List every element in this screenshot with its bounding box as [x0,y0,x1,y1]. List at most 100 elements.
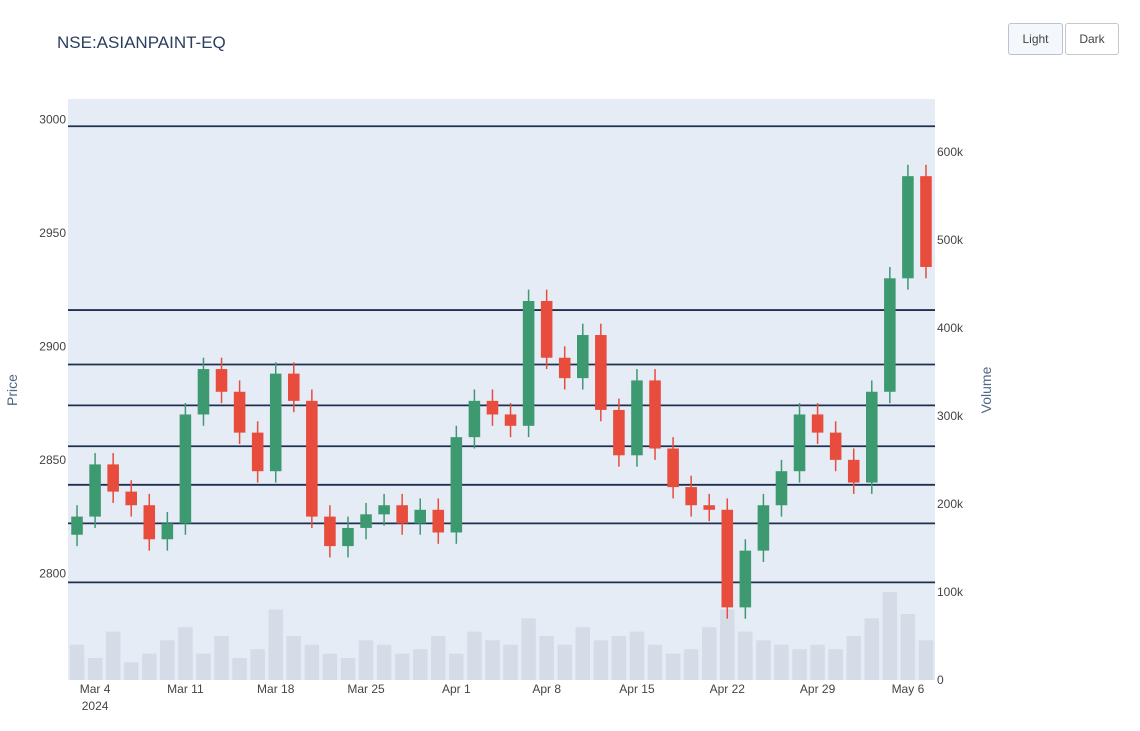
candle-body [269,373,282,472]
theme-toggle: Light Dark [1008,23,1119,55]
candle-body [595,335,607,410]
x-tick-label: Mar 4 [80,682,111,696]
candle-body [829,432,842,460]
volume-bar [142,653,157,680]
candle-body [793,414,806,472]
candle-body [884,278,896,392]
volume-bar [756,640,771,680]
candle-body [450,437,463,533]
candle-body [902,176,914,279]
chart-title: NSE:ASIANPAINT-EQ [57,33,226,52]
candle-body [360,514,372,528]
light-theme-button[interactable]: Light [1008,23,1063,55]
volume-bar [178,627,193,680]
volume-bar [449,653,464,680]
volume-bar [105,631,121,680]
x-tick-year: 2024 [82,699,109,713]
candle-body [107,464,119,492]
volume-bar [629,631,645,680]
volume-bar [123,662,139,680]
x-tick-label: May 6 [892,682,925,696]
candle-body [577,335,589,379]
volume-bar [683,649,699,680]
y2-tick-label: 100k [937,585,964,599]
volume-bar [394,653,410,680]
volume-bar [864,618,880,680]
candle-body [811,414,824,433]
candle-body [721,509,734,608]
volume-bar [286,635,302,680]
candle-body [324,516,336,547]
x-tick-label: Apr 15 [619,682,655,696]
volume-bar [268,609,283,680]
x-tick-label: Apr 29 [800,682,836,696]
x-tick-label: Mar 11 [167,682,204,696]
candle-body [288,373,300,401]
volume-bar [485,640,500,680]
volume-bar [846,635,861,680]
candle-body [432,509,445,533]
volume-bar [196,653,211,680]
volume-bar [575,627,591,680]
candle-body [161,523,174,540]
candle-body [71,516,83,535]
volume-bar [232,657,247,680]
volume-bar [792,649,807,680]
volume-bar [503,644,518,680]
volume-bar [304,644,320,680]
candle-body [251,432,264,472]
candle-body [89,464,101,517]
candle-body [739,550,752,608]
candle-body [703,505,715,510]
candle-body [667,448,679,488]
y-tick-label: 3000 [39,112,66,126]
y-tick-label: 2850 [39,453,66,467]
candle-body [540,300,553,358]
volume-bar [358,640,374,680]
candle-body [920,176,932,267]
dark-theme-button[interactable]: Dark [1065,23,1119,55]
volume-bar [557,644,572,680]
candle-body [342,527,354,547]
volume-bar [160,640,175,680]
candle-body [631,380,643,456]
volume-bar [431,635,446,680]
volume-bar [918,640,934,680]
volume-bar [900,613,916,680]
volume-bar [376,644,392,680]
candle-body [306,400,318,517]
volume-bar [467,631,482,680]
x-tick-label: Apr 22 [710,682,746,696]
support-resistance-levels [68,125,935,584]
volume-bar [322,653,338,680]
candle-body [775,471,788,506]
volume-bar [882,591,898,680]
candle-body [757,505,770,551]
volume-bar [611,635,627,680]
candle-body [378,505,390,515]
volume-bar [250,649,265,680]
volume-bar [701,627,717,680]
volume-bar [774,644,789,680]
candle-body [179,414,192,524]
x-tick-label: Mar 25 [347,682,385,696]
candle-body [613,409,625,456]
volume-bar [340,657,356,680]
x-tick-label: Mar 18 [257,682,295,696]
candle-body [486,400,499,415]
volume-bar [214,635,229,680]
y2-tick-label: 300k [937,409,964,423]
volume-bar [69,644,85,680]
y2-tick-label: 400k [937,321,964,335]
candle-body [233,391,246,433]
candle-body [866,391,878,483]
candle-body [215,369,228,392]
price-series [71,164,932,619]
candle-body [197,369,210,415]
candle-body [414,509,426,524]
volume-series [69,591,934,680]
volume-bar [593,640,609,680]
axes: 2800 2850 2900 2950 3000 0 100k 200k 300k 400k 500… [39,112,964,713]
candle-body [468,400,481,438]
